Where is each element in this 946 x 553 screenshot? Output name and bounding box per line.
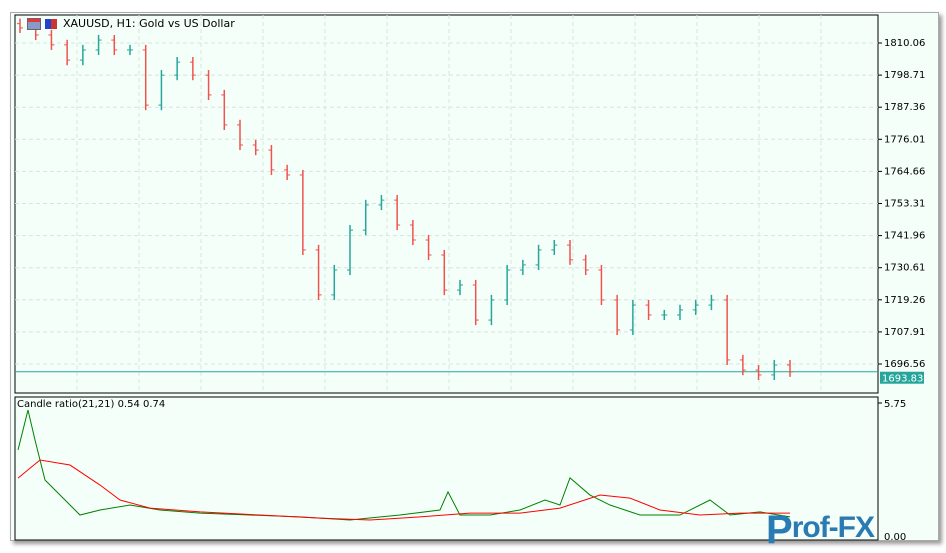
y-tick-label: 1696.56 [884,359,925,370]
y-tick-label: 1764.66 [884,166,925,177]
y-tick-label: 1798.71 [884,70,925,81]
current-price-label: 1693.83 [882,374,923,385]
save-icon-2 [50,19,57,29]
y-tick-label: 1753.31 [884,199,925,210]
y-tick-label: 1730.61 [884,263,925,274]
chart-title: XAUUSD, H1: Gold vs US Dollar [63,17,235,30]
chart-window [10,12,939,541]
indicator-pane [14,396,879,541]
ratio-line [17,409,791,521]
save-icon [44,19,51,29]
logo: Prof-FX [766,508,875,552]
y-tick-label: 1707.91 [884,327,925,338]
indicator-label: Candle ratio(21,21) 0.54 0.74 [17,399,166,410]
y-tick-label: 1810.06 [884,38,925,49]
y-tick-label-bottom: 0.00 [884,532,906,543]
y-tick-label: 5.75 [884,399,906,410]
ma-line [17,459,790,521]
chart-title-bar: XAUUSD, H1: Gold vs US Dollar [27,17,235,30]
y-tick-label: 1787.36 [884,102,925,113]
y-tick-label: 1719.26 [884,295,925,306]
y-tick-label: 1776.01 [884,134,925,145]
chart-window-icon [27,18,41,30]
y-tick-label: 1741.96 [884,231,925,242]
current-price-badge [880,371,924,384]
